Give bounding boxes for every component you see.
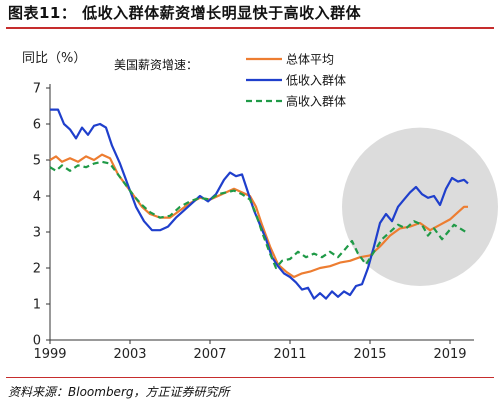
x-tick-label: 2019 [433,347,466,362]
legend-label-3: 高收入群体 [286,94,346,109]
y-axis-label: 同比（%） [22,51,86,66]
y-tick-label: 2 [33,262,41,277]
y-tick-label: 5 [33,154,41,169]
y-tick-label: 1 [33,298,41,313]
x-tick-label: 2007 [193,347,226,362]
y-tick-label: 4 [33,190,41,205]
legend-title: 美国薪资增速： [114,58,198,72]
series-line-3 [49,160,467,270]
highlight-ellipse [342,127,498,286]
series-line-2 [50,108,469,300]
source-rule [6,377,494,378]
y-tick-label: 0 [33,334,41,349]
legend-label-2: 低收入群体 [286,74,346,88]
y-tick-label: 7 [33,82,41,97]
legend-label-1: 总体平均 [286,53,334,67]
series-line-1 [49,153,468,279]
figure-title: 图表11： 低收入群体薪资增长明显快于高收入群体 [8,4,362,22]
y-tick-label: 3 [33,226,41,241]
source-note: 资料来源：Bloomberg，方正证券研究所 [8,385,230,399]
title-rule [6,27,494,29]
x-tick-label: 2015 [353,347,386,362]
x-tick-label: 2011 [273,347,306,362]
x-tick-label: 1999 [33,347,66,362]
y-tick-label: 6 [33,118,41,133]
x-tick-label: 2003 [113,347,146,362]
